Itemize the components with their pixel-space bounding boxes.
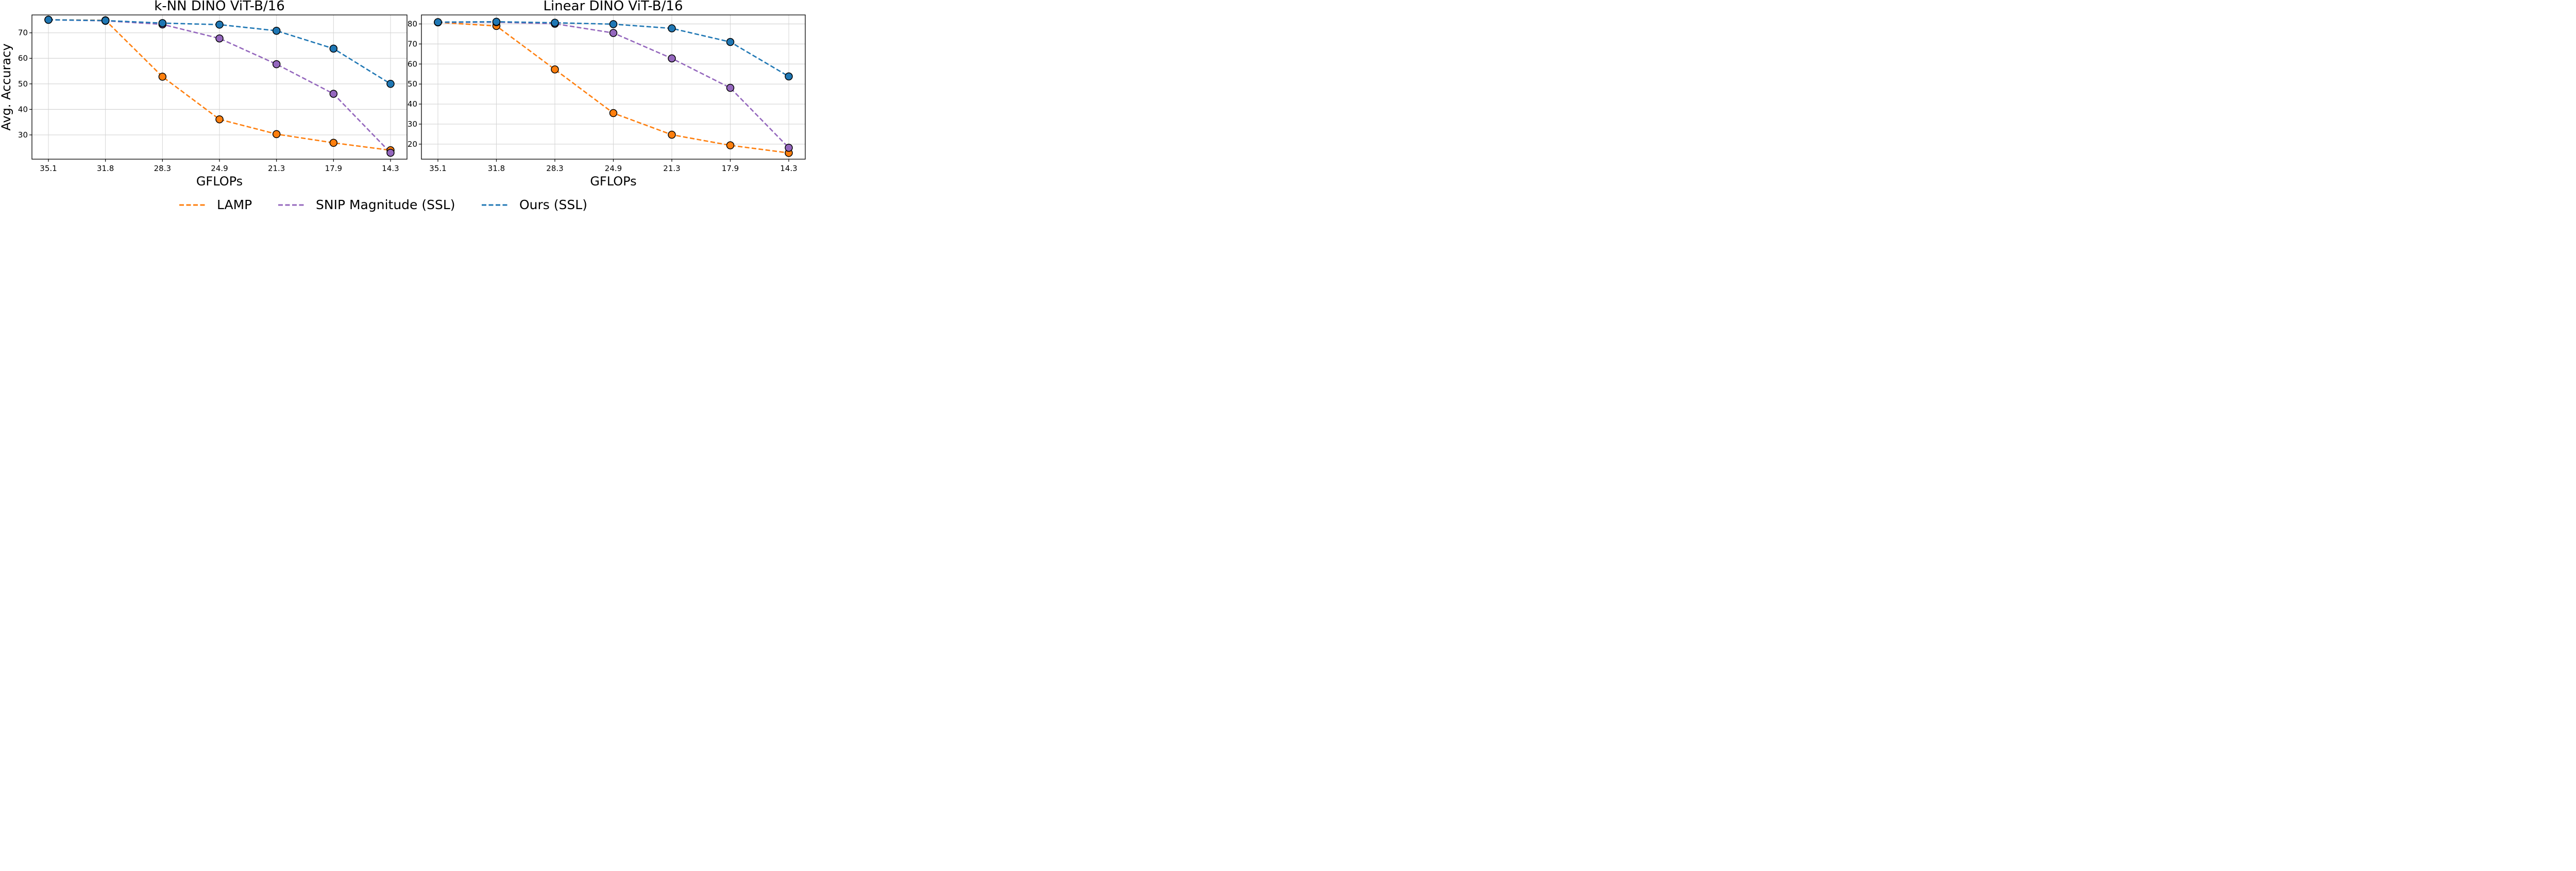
x-axis-label: GFLOPs bbox=[590, 174, 636, 189]
x-tick-label: 17.9 bbox=[722, 164, 739, 173]
line-charts: k-NN DINO ViT-B/16 30 40 50 60 70 35.1 31.8 28.3… bbox=[0, 0, 806, 212]
x-tick-label: 31.8 bbox=[488, 164, 505, 173]
x-tick-label: 28.3 bbox=[154, 164, 171, 173]
x-tick-label: 24.9 bbox=[211, 164, 228, 173]
y-tick-label: 30 bbox=[18, 130, 28, 140]
y-tick-label: 30 bbox=[408, 119, 417, 129]
data-point-snip-magnitude-ssl- bbox=[726, 83, 735, 92]
y-tick-label: 50 bbox=[408, 79, 417, 89]
legend-label: LAMP bbox=[217, 197, 252, 212]
data-point-ours-ssl- bbox=[329, 44, 338, 53]
y-tick-label: 60 bbox=[18, 54, 28, 63]
data-point-snip-magnitude-ssl- bbox=[329, 90, 338, 98]
data-point-snip-magnitude-ssl- bbox=[609, 29, 618, 37]
data-point-ours-ssl- bbox=[44, 15, 53, 24]
chart-title: k-NN DINO ViT-B/16 bbox=[154, 0, 285, 14]
data-point-lamp bbox=[551, 65, 559, 74]
data-point-ours-ssl- bbox=[785, 72, 793, 81]
y-tick-label: 60 bbox=[408, 59, 417, 69]
data-point-ours-ssl- bbox=[609, 20, 618, 28]
data-point-lamp bbox=[215, 115, 224, 124]
x-tick-label: 24.9 bbox=[605, 164, 622, 173]
data-point-ours-ssl- bbox=[668, 24, 676, 32]
x-tick-label: 35.1 bbox=[40, 164, 57, 173]
x-tick-label: 14.3 bbox=[382, 164, 399, 173]
legend-label: SNIP Magnitude (SSL) bbox=[316, 197, 455, 212]
y-tick-label: 50 bbox=[18, 79, 28, 89]
y-tick-label: 70 bbox=[18, 28, 28, 38]
data-point-snip-magnitude-ssl- bbox=[668, 54, 676, 63]
legend-label: Ours (SSL) bbox=[519, 197, 587, 212]
data-point-lamp bbox=[158, 73, 167, 81]
y-tick-label: 40 bbox=[408, 99, 417, 109]
data-point-lamp bbox=[272, 130, 281, 139]
data-point-ours-ssl- bbox=[726, 38, 735, 46]
data-point-ours-ssl- bbox=[158, 19, 167, 27]
data-point-snip-magnitude-ssl- bbox=[215, 34, 224, 43]
y-tick-label: 40 bbox=[18, 105, 28, 114]
plot-frame bbox=[421, 14, 806, 160]
data-point-ours-ssl- bbox=[551, 19, 559, 27]
y-axis-label: Avg. Accuracy bbox=[0, 43, 13, 130]
x-tick-label: 21.3 bbox=[268, 164, 285, 173]
chart-title: Linear DINO ViT-B/16 bbox=[543, 0, 683, 14]
data-point-snip-magnitude-ssl- bbox=[785, 144, 793, 152]
x-tick-label: 17.9 bbox=[325, 164, 342, 173]
x-tick-label: 21.3 bbox=[663, 164, 680, 173]
data-point-ours-ssl- bbox=[215, 21, 224, 29]
y-tick-label: 80 bbox=[408, 20, 417, 29]
y-tick-label: 20 bbox=[408, 140, 417, 149]
x-tick-label: 31.8 bbox=[97, 164, 114, 173]
data-point-ours-ssl- bbox=[272, 26, 281, 35]
data-point-snip-magnitude-ssl- bbox=[386, 148, 395, 157]
x-tick-label: 14.3 bbox=[780, 164, 797, 173]
y-tick-label: 70 bbox=[408, 39, 417, 48]
x-axis-label: GFLOPs bbox=[196, 174, 243, 189]
data-point-ours-ssl- bbox=[434, 18, 442, 26]
data-point-ours-ssl- bbox=[386, 80, 395, 88]
plot-frame bbox=[31, 14, 408, 160]
data-point-ours-ssl- bbox=[492, 18, 501, 26]
data-point-ours-ssl- bbox=[101, 16, 110, 25]
data-point-snip-magnitude-ssl- bbox=[272, 60, 281, 69]
data-point-lamp bbox=[726, 141, 735, 149]
data-point-lamp bbox=[329, 139, 338, 147]
data-point-lamp bbox=[609, 109, 618, 117]
figure: k-NN DINO ViT-B/16 30 40 50 60 70 35.1 31.8 28.3… bbox=[0, 0, 808, 221]
x-tick-label: 35.1 bbox=[429, 164, 446, 173]
x-tick-label: 28.3 bbox=[546, 164, 563, 173]
data-point-lamp bbox=[668, 130, 676, 139]
